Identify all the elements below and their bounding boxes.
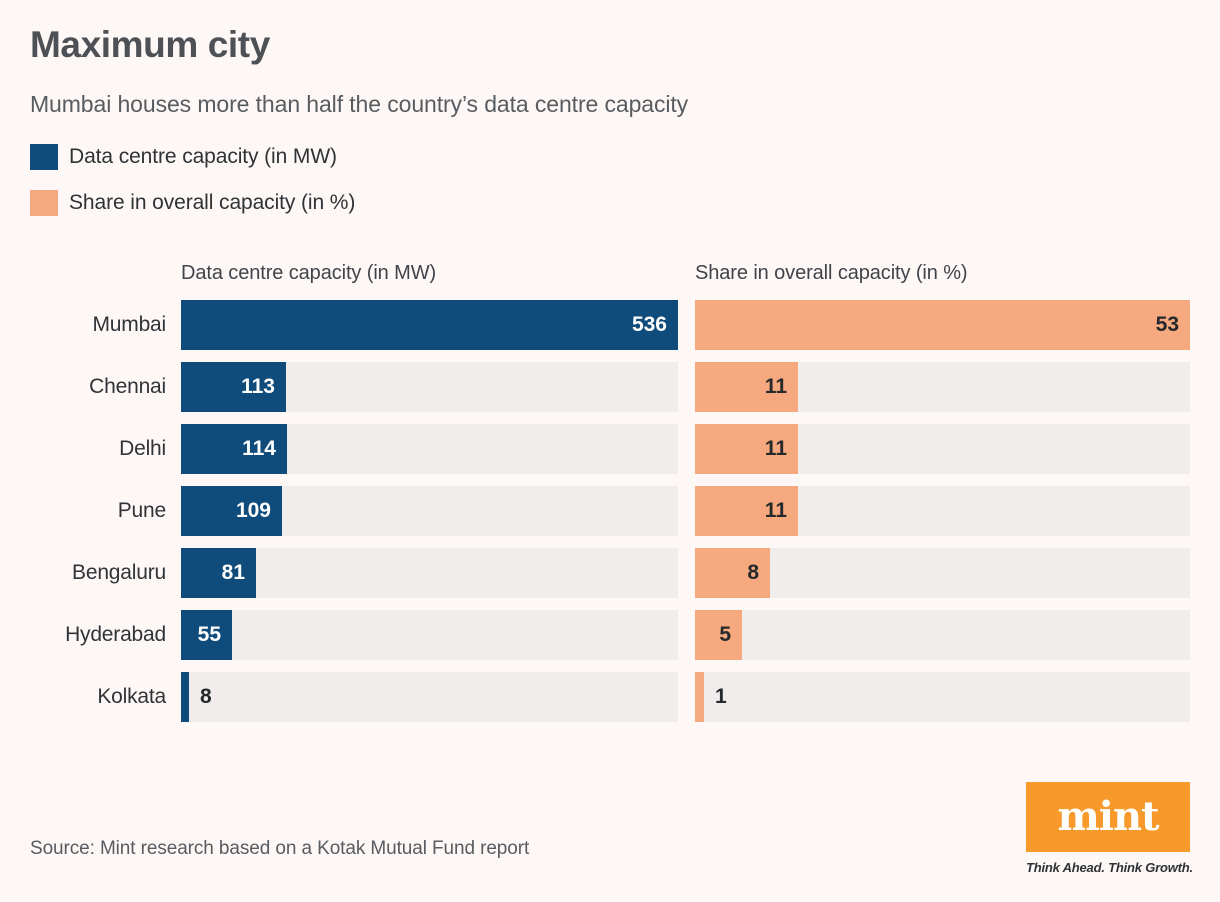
bar-value-capacity: 113: [241, 375, 275, 398]
bar-track-share: 11: [695, 424, 1190, 474]
column-headers: Data centre capacity (in MW) Share in ov…: [0, 262, 1220, 300]
table-row: Mumbai 536 53: [0, 300, 1220, 350]
bar-capacity-kolkata[interactable]: [181, 672, 189, 722]
bar-track-share: 1: [695, 672, 1190, 722]
row-label-hyderabad: Hyderabad: [65, 623, 166, 646]
bar-value-capacity: 536: [631, 313, 667, 336]
bar-capacity-delhi[interactable]: 114: [181, 424, 287, 474]
bar-capacity-bengaluru[interactable]: 81: [181, 548, 256, 598]
bar-capacity-chennai[interactable]: 113: [181, 362, 286, 412]
bar-value-capacity: 8: [200, 685, 212, 708]
row-label-kolkata: Kolkata: [97, 685, 166, 708]
bar-track-capacity: 113: [181, 362, 678, 412]
row-label-mumbai: Mumbai: [92, 313, 167, 336]
column-header-capacity: Data centre capacity (in MW): [181, 262, 437, 284]
chart-header: Maximum city Mumbai houses more than hal…: [0, 0, 1220, 218]
bar-track-capacity: 114: [181, 424, 678, 474]
row-label-delhi: Delhi: [119, 437, 166, 460]
table-row: Pune 109 11: [0, 486, 1220, 536]
mint-logo-tagline: Think Ahead. Think Growth.: [1026, 860, 1193, 875]
bar-track-share: 5: [695, 610, 1190, 660]
table-row: Hyderabad 55 5: [0, 610, 1220, 660]
bar-share-kolkata[interactable]: [695, 672, 704, 722]
table-row: Kolkata 8 1: [0, 672, 1220, 722]
bar-value-capacity: 109: [235, 499, 271, 522]
bar-share-delhi[interactable]: 11: [695, 424, 798, 474]
bar-track-capacity: 81: [181, 548, 678, 598]
column-header-share: Share in overall capacity (in %): [695, 262, 968, 284]
source-note: Source: Mint research based on a Kotak M…: [30, 838, 530, 859]
table-row: Chennai 113 11: [0, 362, 1220, 412]
bar-share-hyderabad[interactable]: 5: [695, 610, 742, 660]
bar-track-capacity: 8: [181, 672, 678, 722]
chart-rows: Mumbai 536 53 Chennai 113 11 Delhi 114 11 Pune 109…: [0, 300, 1220, 722]
legend-swatch-icon-share: [30, 190, 58, 217]
bar-track-share: 11: [695, 486, 1190, 536]
bar-value-share: 5: [719, 623, 731, 646]
bar-track-capacity: 536: [181, 300, 678, 350]
bar-value-capacity: 55: [197, 623, 221, 646]
bar-value-capacity: 114: [242, 437, 276, 460]
table-row: Delhi 114 11: [0, 424, 1220, 474]
bar-track-capacity: 109: [181, 486, 678, 536]
legend-swatch-icon-capacity: [30, 144, 58, 171]
bar-value-share: 53: [1155, 313, 1179, 336]
mint-logo: mint Think Ahead. Think Growth.: [1026, 782, 1193, 875]
legend: Data centre capacity (in MW) Share in ov…: [30, 142, 1190, 218]
legend-label-capacity: Data centre capacity (in MW): [69, 145, 337, 169]
legend-label-share: Share in overall capacity (in %): [69, 191, 356, 215]
row-label-chennai: Chennai: [89, 375, 166, 398]
chart-area: Data centre capacity (in MW) Share in ov…: [0, 262, 1220, 734]
bar-track-capacity: 55: [181, 610, 678, 660]
bar-track-share: 11: [695, 362, 1190, 412]
legend-item-capacity: Data centre capacity (in MW): [30, 142, 1190, 172]
legend-item-share: Share in overall capacity (in %): [30, 188, 1190, 218]
bar-value-share: 11: [764, 375, 787, 398]
mint-logo-wordmark: mint: [1057, 793, 1159, 840]
page-title: Maximum city: [30, 24, 270, 65]
bar-capacity-hyderabad[interactable]: 55: [181, 610, 232, 660]
mint-logo-box: mint: [1026, 782, 1190, 852]
bar-share-bengaluru[interactable]: 8: [695, 548, 770, 598]
table-row: Bengaluru 81 8: [0, 548, 1220, 598]
bar-share-chennai[interactable]: 11: [695, 362, 798, 412]
bar-capacity-pune[interactable]: 109: [181, 486, 282, 536]
bar-share-mumbai[interactable]: 53: [695, 300, 1190, 350]
bar-value-share: 11: [764, 437, 787, 460]
bar-value-capacity: 81: [221, 561, 245, 584]
bar-track-share: 53: [695, 300, 1190, 350]
row-label-bengaluru: Bengaluru: [72, 561, 166, 584]
bar-value-share: 11: [764, 499, 787, 522]
bar-track-share: 8: [695, 548, 1190, 598]
row-label-pune: Pune: [117, 499, 166, 522]
bar-value-share: 1: [715, 685, 727, 708]
bar-value-share: 8: [747, 561, 759, 584]
bar-share-pune[interactable]: 11: [695, 486, 798, 536]
page-subtitle: Mumbai houses more than half the country…: [30, 90, 689, 117]
bar-capacity-mumbai[interactable]: 536: [181, 300, 678, 350]
